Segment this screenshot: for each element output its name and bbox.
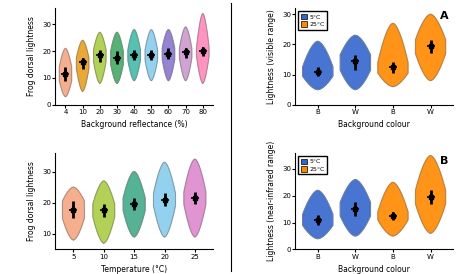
- X-axis label: Background colour: Background colour: [337, 265, 409, 274]
- Legend: 5°C, 25°C: 5°C, 25°C: [298, 156, 327, 175]
- Polygon shape: [184, 159, 205, 237]
- Y-axis label: Frog dorsal lightness: Frog dorsal lightness: [28, 161, 36, 241]
- Polygon shape: [93, 181, 114, 243]
- Polygon shape: [145, 30, 157, 81]
- Y-axis label: Frog dorsal lightness: Frog dorsal lightness: [28, 16, 36, 96]
- Text: B: B: [439, 156, 448, 166]
- Polygon shape: [377, 23, 407, 87]
- Polygon shape: [128, 30, 140, 81]
- Polygon shape: [302, 41, 332, 90]
- Polygon shape: [196, 14, 208, 83]
- Polygon shape: [414, 156, 445, 233]
- Polygon shape: [377, 182, 407, 236]
- Polygon shape: [179, 27, 191, 81]
- Polygon shape: [94, 32, 106, 83]
- Polygon shape: [111, 32, 123, 83]
- Polygon shape: [59, 48, 72, 97]
- Polygon shape: [153, 162, 175, 237]
- Polygon shape: [76, 40, 89, 91]
- X-axis label: Background reflectance (%): Background reflectance (%): [81, 120, 187, 129]
- Polygon shape: [340, 180, 369, 236]
- Polygon shape: [302, 190, 332, 239]
- Legend: 5°C, 25°C: 5°C, 25°C: [298, 11, 327, 30]
- Polygon shape: [62, 187, 84, 240]
- Polygon shape: [123, 172, 145, 237]
- Y-axis label: Lightness (near-infrared range): Lightness (near-infrared range): [267, 141, 276, 261]
- Polygon shape: [162, 30, 174, 81]
- X-axis label: Temperature (°C): Temperature (°C): [101, 265, 167, 274]
- Polygon shape: [414, 14, 445, 81]
- Y-axis label: Lightness (visible range): Lightness (visible range): [267, 9, 276, 104]
- Polygon shape: [340, 35, 369, 90]
- X-axis label: Background colour: Background colour: [337, 120, 409, 129]
- Text: A: A: [439, 11, 448, 21]
